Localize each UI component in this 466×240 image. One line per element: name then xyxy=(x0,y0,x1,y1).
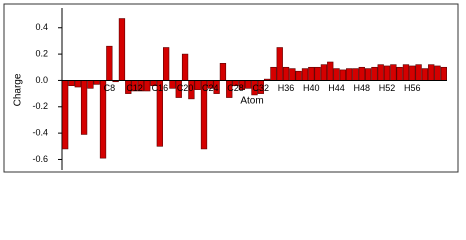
bar xyxy=(421,68,429,81)
y-tick-label: -0.4 xyxy=(32,127,48,137)
bar xyxy=(93,80,100,85)
x-tick-label: H56 xyxy=(404,83,421,93)
bar xyxy=(87,80,94,89)
bar xyxy=(364,68,372,81)
x-tick-label: C20 xyxy=(177,83,194,93)
bar xyxy=(301,68,309,81)
bar xyxy=(371,66,378,81)
x-axis-title: Atom xyxy=(240,96,263,107)
bar xyxy=(440,66,447,81)
y-tick-label: 0.2 xyxy=(35,48,48,58)
bar xyxy=(62,80,69,150)
bar xyxy=(74,80,81,88)
bar xyxy=(434,65,441,81)
x-tick-label: C12 xyxy=(126,83,143,93)
bar xyxy=(80,80,88,135)
bar xyxy=(428,64,435,81)
bar xyxy=(352,68,359,81)
bar xyxy=(409,65,416,81)
bar xyxy=(383,65,391,81)
x-tick-label: H52 xyxy=(379,83,396,93)
bar xyxy=(339,69,347,81)
bar xyxy=(245,80,252,89)
bar xyxy=(327,61,334,81)
x-tick-label: C28 xyxy=(227,83,244,93)
bar xyxy=(308,66,315,81)
x-tick-label: H44 xyxy=(328,83,345,93)
bar xyxy=(358,66,365,81)
bar xyxy=(320,64,328,81)
bar xyxy=(289,68,296,81)
bar xyxy=(68,80,75,87)
x-tick-label: C8 xyxy=(104,83,116,93)
bar xyxy=(377,64,384,81)
y-tick-label: -0.6 xyxy=(32,154,48,164)
bar xyxy=(169,80,176,89)
y-tick-label: -0.2 xyxy=(32,101,48,111)
bar xyxy=(162,47,170,81)
y-tick-label: 0.0 xyxy=(35,75,48,85)
bar xyxy=(415,64,422,81)
bar xyxy=(346,68,353,81)
y-axis-title: Charge xyxy=(13,73,24,106)
bar xyxy=(194,80,201,90)
y-tick-label: 0.4 xyxy=(35,22,48,32)
bar xyxy=(144,80,151,92)
chart: Charge Atom -0.6 -0.4 -0.2 0.0 0.2 0.4 C8 C12 C1… xyxy=(3,3,459,173)
bar xyxy=(118,18,126,81)
bar xyxy=(402,64,410,81)
bar xyxy=(106,45,113,81)
bar xyxy=(282,66,290,81)
bar xyxy=(276,47,283,81)
bar xyxy=(181,53,189,81)
bar xyxy=(270,66,277,81)
x-tick-label: C16 xyxy=(152,83,169,93)
x-tick-label: H40 xyxy=(303,83,320,93)
bar xyxy=(333,68,340,81)
bar xyxy=(396,66,403,81)
x-tick-label: C24 xyxy=(202,83,219,93)
x-tick-label: C32 xyxy=(253,83,270,93)
x-tick-label: H48 xyxy=(354,83,371,93)
bar xyxy=(314,66,321,81)
bar xyxy=(390,64,397,81)
bar xyxy=(295,70,302,81)
bar xyxy=(219,63,227,81)
x-tick-label: H36 xyxy=(278,83,295,93)
